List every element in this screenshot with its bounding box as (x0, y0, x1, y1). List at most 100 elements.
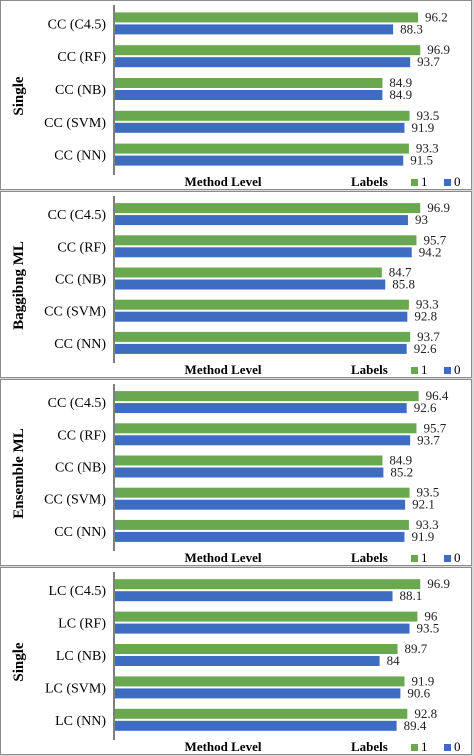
data-label: 92.6 (414, 400, 437, 415)
bar-series-1 (115, 12, 419, 23)
bar-series-0 (115, 499, 406, 510)
data-label: 94.2 (419, 244, 442, 259)
bar-series-1 (115, 519, 409, 530)
data-label: 89.4 (404, 718, 427, 733)
data-label: 90.6 (407, 685, 430, 700)
category-tick-label: CC (SVM) (44, 305, 106, 320)
bar-series-1 (115, 423, 417, 434)
category-tick-label: CC (NB) (55, 273, 106, 288)
legend-label-0: 0 (454, 739, 461, 754)
data-label: 93.7 (417, 54, 440, 69)
bar-series-1 (115, 676, 405, 687)
chart-panel-ensemble-ml: Ensemble ML CC (C4.5) 96.4 92.6 CC (RF) 95.7 9… (0, 379, 472, 566)
data-label: 92.6 (414, 341, 437, 356)
data-label: 96.4 (426, 388, 449, 403)
legend-label-1: 1 (421, 174, 428, 189)
data-label: 92.8 (414, 706, 437, 721)
chart-panel-single-cc: Single CC (C4.5) 96.2 88.3 CC (RF) 96.9 93.7 CC… (0, 0, 472, 190)
group-label: Single (11, 642, 27, 682)
data-label: 96.9 (427, 576, 450, 591)
bar-series-1 (115, 299, 409, 310)
data-label: 93.3 (416, 517, 439, 532)
data-label: 88.3 (400, 21, 423, 36)
category-tick-label: LC (SVM) (45, 681, 106, 696)
data-label: 92.1 (412, 497, 435, 512)
x-axis-title: Method Level (185, 362, 262, 377)
category-tick-label: CC (RF) (57, 428, 106, 443)
legend-label-0: 0 (454, 550, 461, 565)
data-label: 93.5 (417, 485, 440, 500)
bar-series-0 (115, 467, 384, 478)
group-label: Ensemble ML (11, 428, 27, 518)
bar-series-1 (115, 644, 398, 654)
bar-series-0 (115, 122, 405, 133)
x-axis-title: Method Level (185, 550, 262, 565)
data-label: 85.2 (390, 465, 413, 480)
data-label: 93.7 (417, 432, 440, 447)
data-label: 91.9 (411, 120, 434, 135)
bar-series-0 (115, 90, 383, 100)
bar-series-0 (115, 688, 401, 699)
bar-series-1 (115, 143, 409, 154)
legend-swatch-1 (411, 744, 418, 751)
bar-series-0 (115, 247, 412, 258)
legend-label-1: 1 (421, 362, 428, 377)
legend-label-1: 1 (421, 550, 428, 565)
data-label: 91.9 (411, 673, 434, 688)
legend-swatch-0 (444, 555, 451, 562)
data-label: 95.7 (423, 420, 446, 435)
legend-swatch-0 (444, 367, 451, 374)
bar-series-1 (115, 455, 383, 466)
bar-chart: Single CC (C4.5) 96.288.3 CC (RF) 96.993.7 CC… (11, 5, 461, 189)
data-label: 88.1 (400, 588, 423, 603)
category-tick-label: CC (NN) (54, 525, 106, 540)
data-label: 84.9 (389, 75, 412, 90)
legend-title: Labels (351, 362, 388, 377)
group-label: Single (11, 76, 27, 116)
bar-series-1 (115, 611, 418, 622)
bar-series-1 (115, 331, 411, 342)
category-tick-label: CC (SVM) (44, 493, 106, 508)
legend-title: Labels (351, 739, 388, 754)
data-label: 96.2 (425, 9, 448, 24)
bar-series-1 (115, 110, 410, 121)
category-tick-label: CC (SVM) (44, 116, 106, 131)
data-label: 91.5 (410, 153, 433, 168)
category-tick-label: CC (NB) (55, 461, 106, 476)
data-label: 93.3 (416, 141, 439, 156)
category-tick-label: CC (NN) (54, 149, 106, 164)
category-tick-label: CC (RF) (57, 240, 106, 255)
data-label: 84.9 (389, 87, 412, 102)
bar-series-0 (115, 279, 386, 290)
bar-series-0 (115, 155, 404, 166)
category-tick-label: CC (C4.5) (48, 17, 107, 32)
legend-label-0: 0 (454, 174, 461, 189)
data-label: 92.8 (414, 309, 437, 324)
category-tick-label: LC (RF) (58, 617, 106, 632)
legend-swatch-1 (411, 555, 418, 562)
category-tick-label: CC (C4.5) (48, 396, 107, 411)
data-label: 93.3 (416, 297, 439, 312)
bar-series-1 (115, 78, 383, 88)
data-label: 84 (387, 653, 401, 668)
bar-series-1 (115, 45, 421, 56)
data-label: 96.9 (427, 200, 450, 215)
data-label: 93.5 (417, 108, 440, 123)
category-tick-label: CC (NB) (55, 83, 106, 98)
bar-series-0 (115, 720, 397, 731)
legend-swatch-1 (411, 367, 418, 374)
data-label: 84.9 (389, 453, 412, 468)
data-label: 84.7 (389, 265, 412, 280)
x-axis-title: Method Level (185, 739, 262, 754)
category-tick-label: CC (C4.5) (48, 208, 107, 223)
data-label: 93 (415, 212, 428, 227)
category-tick-label: CC (NN) (54, 337, 106, 352)
bar-series-0 (115, 656, 380, 666)
bar-series-0 (115, 343, 407, 354)
bar-series-0 (115, 403, 407, 414)
category-tick-label: LC (NB) (56, 649, 107, 664)
bar-series-0 (115, 591, 393, 602)
bar-series-1 (115, 579, 421, 590)
legend-title: Labels (351, 174, 388, 189)
